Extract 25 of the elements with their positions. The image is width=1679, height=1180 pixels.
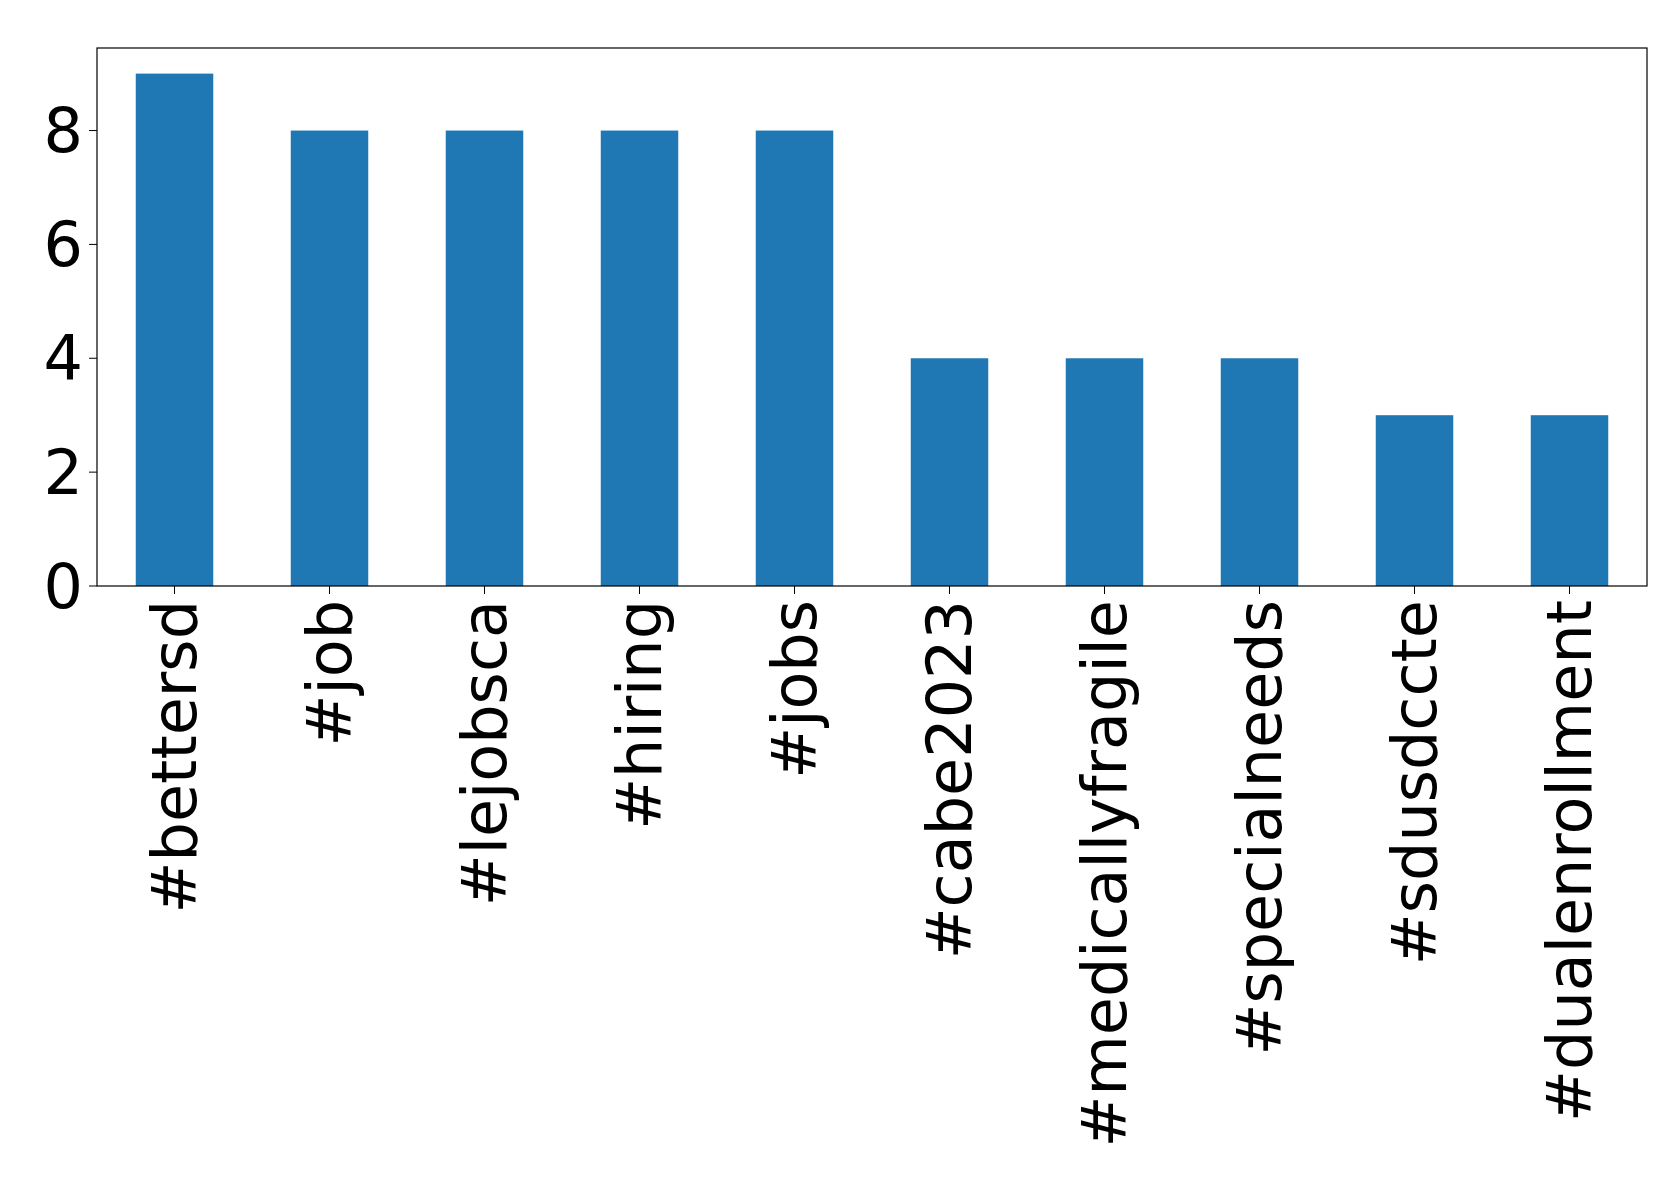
bar [290,130,369,586]
y-tick-label: 8 [43,94,83,168]
y-tick-label: 2 [43,435,83,509]
x-tick-label: #specialneeds [1223,600,1297,1056]
bar [755,130,834,586]
x-tick-label: #cabe2023 [913,600,987,960]
bar [135,73,214,586]
x-tick-label: #sdusdccte [1378,600,1452,966]
x-tick-label: #dualenrollment [1533,600,1607,1122]
bar [1065,358,1144,586]
x-tick-label: #job [293,600,367,747]
bar [600,130,679,586]
x-tick-label: #bettersd [138,600,212,914]
bar [445,130,524,586]
y-tick-label: 4 [43,321,83,395]
x-tick-label: #lejobsca [448,600,522,907]
bar [1530,415,1609,586]
x-tick-label: #hiring [603,600,677,830]
bar [1375,415,1454,586]
y-tick-label: 6 [43,208,83,282]
x-tick-label: #jobs [758,600,832,779]
x-tick-label: #medicallyfragile [1068,600,1142,1148]
bar [1220,358,1299,586]
bar [910,358,989,586]
y-tick-label: 0 [43,549,83,623]
